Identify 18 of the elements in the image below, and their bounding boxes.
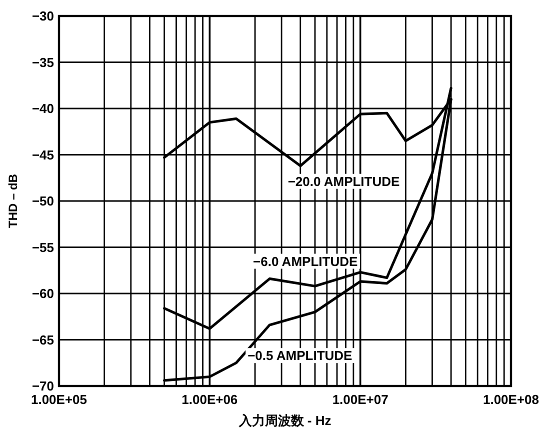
y-tick-label: −45 [32, 147, 54, 162]
annotation: −0.5 AMPLITUDE [248, 348, 353, 364]
x-tick-label: 1.00E+07 [332, 392, 388, 407]
annotation: −6.0 AMPLITUDE [253, 254, 358, 269]
y-tick-label: −50 [32, 194, 54, 208]
y-tick-label: −70 [32, 378, 54, 394]
y-tick-label: −60 [32, 286, 54, 301]
y-tick-label: −65 [32, 332, 54, 348]
annotation: −20.0 AMPLITUDE [288, 174, 400, 189]
y-tick-label: −35 [32, 54, 54, 70]
x-tick-label: 1.00E+08 [482, 392, 540, 407]
x-tick-label: 1.00E+06 [182, 392, 238, 407]
x-tick-label: 1.00E+05 [30, 392, 88, 407]
y-tick-label: −40 [32, 101, 54, 116]
x-axis-title: 入力周波数 - Hz [238, 413, 332, 428]
y-tick-label: −30 [32, 8, 54, 24]
y-axis-title: THD – dB [6, 174, 20, 228]
y-tick-label: −55 [32, 240, 54, 255]
